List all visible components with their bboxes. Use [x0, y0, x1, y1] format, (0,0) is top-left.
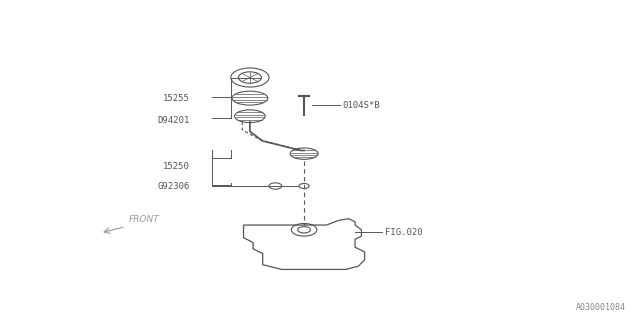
Text: FRONT: FRONT [129, 215, 159, 224]
Text: D94201: D94201 [157, 116, 189, 125]
Text: A030001084: A030001084 [576, 303, 626, 312]
Text: 15255: 15255 [163, 94, 189, 103]
Text: FIG.020: FIG.020 [385, 228, 422, 237]
Text: 0104S*B: 0104S*B [342, 101, 380, 110]
Text: G92306: G92306 [157, 181, 189, 190]
Text: 15250: 15250 [163, 162, 189, 171]
